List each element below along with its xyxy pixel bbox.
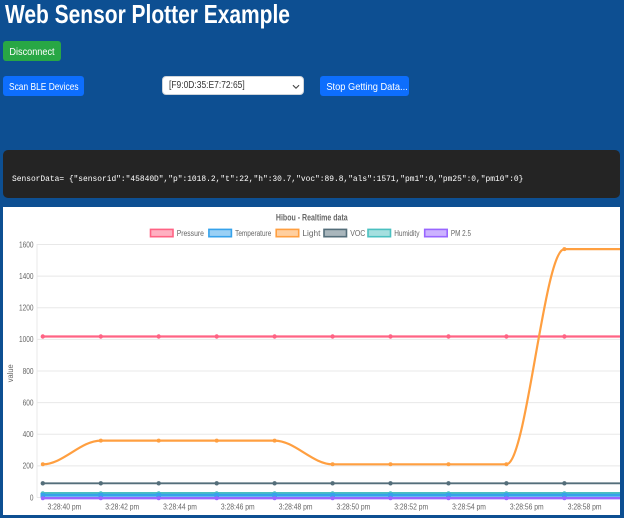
svg-text:200: 200 [23,462,34,471]
svg-text:3:28:58 pm: 3:28:58 pm [568,503,602,512]
svg-text:3:28:42 pm: 3:28:42 pm [105,503,139,512]
svg-text:0: 0 [30,493,34,502]
svg-text:Light: Light [302,229,321,238]
svg-text:800: 800 [23,367,34,376]
svg-text:600: 600 [23,398,34,407]
svg-text:3:28:56 pm: 3:28:56 pm [510,503,544,512]
svg-text:3:28:50 pm: 3:28:50 pm [337,503,371,512]
svg-text:Pressure: Pressure [177,229,205,238]
svg-text:value: value [6,364,15,383]
svg-text:PM 2.5: PM 2.5 [451,229,472,238]
svg-text:1200: 1200 [19,304,34,313]
svg-text:1400: 1400 [19,272,34,281]
svg-text:Humidity: Humidity [394,229,419,238]
svg-text:3:28:48 pm: 3:28:48 pm [279,503,313,512]
svg-text:Temperature: Temperature [235,229,272,238]
svg-text:1600: 1600 [19,240,34,249]
svg-text:3:28:52 pm: 3:28:52 pm [394,503,428,512]
svg-text:VOC: VOC [350,229,365,238]
svg-text:3:28:46 pm: 3:28:46 pm [221,503,255,512]
svg-text:3:28:44 pm: 3:28:44 pm [163,503,197,512]
svg-text:3:28:40 pm: 3:28:40 pm [48,503,82,512]
svg-text:400: 400 [23,430,34,439]
svg-text:1000: 1000 [19,335,34,344]
svg-text:Hibou - Realtime data: Hibou - Realtime data [276,213,349,223]
svg-text:3:28:54 pm: 3:28:54 pm [452,503,486,512]
